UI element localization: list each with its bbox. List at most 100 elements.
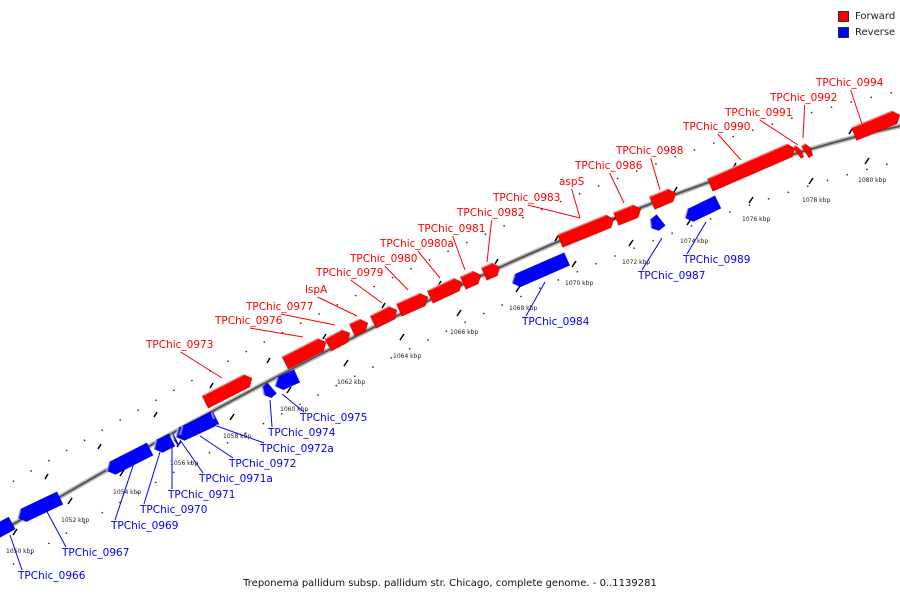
gene-TPChic_0991-label[interactable]: TPChic_0991 — [724, 107, 792, 119]
scale-tick-label: 1052 kbp — [61, 517, 89, 524]
gene-TPChic_0988-leader — [650, 157, 661, 191]
gene-TPChic_0981-leader — [452, 235, 466, 271]
gene-arrow-outline — [171, 432, 180, 447]
gene-TPChic_0972a-arrow[interactable] — [210, 411, 220, 426]
gene-TPChic_0983-label[interactable]: TPChic_0983 — [492, 192, 560, 204]
gene-arrow-outline — [201, 374, 253, 409]
gene-TPChic_0974-label[interactable]: TPChic_0974 — [267, 427, 336, 439]
gene-arrow-outline — [274, 369, 301, 391]
gene-TPChic_0982-label[interactable]: TPChic_0982 — [456, 207, 524, 219]
gene-TPChic_0992-label[interactable]: TPChic_0992 — [769, 92, 837, 104]
gene-arrow-highlight — [261, 387, 265, 396]
gene-arrow-body — [396, 293, 428, 317]
gene-arrow-outline — [0, 516, 16, 538]
gene-arrow-outline — [426, 277, 463, 304]
gene-arrow-highlight — [201, 373, 244, 397]
gene-lspA-arrow[interactable] — [348, 318, 369, 337]
gene-TPChic_0966-label[interactable]: TPChic_0966 — [17, 570, 86, 582]
gene-TPChic_0991-leader — [759, 119, 799, 146]
gene-TPChic_0975-label[interactable]: TPChic_0975 — [299, 412, 367, 424]
gene-TPChic_0979-label[interactable]: TPChic_0979 — [315, 267, 383, 279]
gene-TPChic_0971a-label[interactable]: TPChic_0971a — [198, 473, 273, 485]
gene-TPChic_0992-arrow[interactable] — [800, 142, 814, 159]
gene-TPChic_0973-label[interactable]: TPChic_0973 — [145, 339, 213, 351]
forward-track-tick — [97, 443, 102, 450]
gene-TPChic_0987-arrow[interactable] — [649, 214, 666, 232]
gene-TPChic_0984-label[interactable]: TPChic_0984 — [521, 316, 590, 328]
gene-TPChic_0967-label[interactable]: TPChic_0967 — [61, 547, 129, 559]
gene-TPChic_0987-label[interactable]: TPChic_0987 — [637, 270, 705, 282]
scale-tick — [286, 386, 292, 394]
scale-tick-label: 1056 kbp — [170, 460, 198, 467]
gene-arrow-outline — [369, 306, 398, 329]
scale-tick — [571, 260, 577, 268]
gene-TPChic_0966-arrow[interactable] — [0, 516, 16, 538]
gene-TPChic_0976-label[interactable]: TPChic_0976 — [214, 315, 283, 327]
gene-TPChic_0976-arrow[interactable] — [281, 337, 327, 370]
gene-TPChic_0987-leader — [641, 237, 663, 271]
forward-track-tick — [673, 186, 678, 193]
gene-TPChic_0990-label[interactable]: TPChic_0990 — [682, 121, 750, 133]
gene-arrow-body — [180, 413, 215, 439]
gene-TPChic_0974-arrow[interactable] — [261, 382, 278, 399]
scale-tick-label: 1070 kbp — [565, 280, 593, 287]
gene-TPChic_0972-arrow[interactable] — [179, 413, 216, 440]
gene-arrow-highlight — [324, 328, 342, 340]
gene-TPChic_0971-arrow[interactable] — [170, 432, 180, 447]
forward-track-tick — [554, 235, 559, 242]
gene-arrow-highlight — [170, 433, 175, 441]
gene-TPChic_0986-arrow[interactable] — [613, 203, 642, 226]
gene-TPChic_0977-arrow[interactable] — [324, 328, 351, 352]
gene-TPChic_0982-leader — [486, 219, 493, 263]
gene-TPChic_0989-label[interactable]: TPChic_0989 — [682, 254, 750, 266]
gene-arrow-outline — [706, 143, 796, 192]
gene-TPChic_0984-arrow[interactable] — [511, 252, 571, 288]
gene-TPChic_0980a-label[interactable]: TPChic_0980a — [379, 238, 454, 250]
scale-tick — [67, 497, 73, 505]
gene-TPChic_0988-label[interactable]: TPChic_0988 — [615, 145, 683, 157]
gene-TPChic_0991-arrow[interactable] — [792, 144, 805, 160]
scale-tick-label: 1054 kbp — [113, 489, 141, 496]
gene-TPChic_0989-arrow[interactable] — [684, 195, 722, 223]
gene-TPChic_0981-label[interactable]: TPChic_0981 — [417, 223, 485, 235]
gene-TPChic_0977-label[interactable]: TPChic_0977 — [245, 301, 313, 313]
legend: Forward Reverse — [838, 9, 895, 41]
gene-TPChic_0969-arrow[interactable] — [106, 442, 154, 475]
gene-arrow-highlight — [511, 273, 516, 284]
gene-TPChic_0980a-arrow[interactable] — [426, 277, 463, 304]
gene-TPChic_0967-arrow[interactable] — [17, 491, 64, 523]
gene-arrow-highlight — [792, 144, 797, 149]
gene-TPChic_0994-arrow[interactable] — [850, 109, 900, 141]
gene-aspS-label[interactable]: aspS — [559, 176, 585, 188]
gene-TPChic_0975-arrow[interactable] — [274, 369, 301, 391]
gene-lspA-label[interactable]: lspA — [305, 284, 328, 296]
gene-TPChic_0983-arrow[interactable] — [556, 213, 615, 248]
gene-TPChic_0986-label[interactable]: TPChic_0986 — [574, 160, 643, 172]
gene-arrow-outline — [800, 143, 814, 159]
gene-TPChic_0981-arrow[interactable] — [459, 270, 482, 290]
gene-TPChic_0992-leader — [802, 104, 806, 139]
gene-TPChic_0972a-label[interactable]: TPChic_0972a — [259, 443, 334, 455]
gene-TPChic_0980-arrow[interactable] — [395, 292, 429, 317]
gene-TPChic_0969-label[interactable]: TPChic_0969 — [110, 520, 178, 532]
gene-TPChic_0982-arrow[interactable] — [480, 262, 501, 281]
gene-TPChic_0970-arrow[interactable] — [153, 433, 176, 453]
gene-TPChic_0973-arrow[interactable] — [201, 373, 253, 409]
gene-TPChic_0988-arrow[interactable] — [648, 187, 677, 210]
gene-TPChic_0972-label[interactable]: TPChic_0972 — [228, 458, 296, 470]
gene-TPChic_0970-label[interactable]: TPChic_0970 — [139, 504, 207, 516]
gene-arrow-highlight — [684, 208, 689, 219]
gene-TPChic_0994-label[interactable]: TPChic_0994 — [815, 77, 884, 89]
gene-arrow-outline — [556, 214, 615, 248]
gene-arrow-body — [0, 516, 16, 538]
gene-arrow-outline — [649, 214, 666, 232]
forward-track-tick — [494, 258, 499, 265]
gene-arrow-outline — [684, 195, 722, 223]
gene-TPChic_0971-label[interactable]: TPChic_0971 — [167, 489, 235, 501]
gene-TPChic_0979-arrow[interactable] — [369, 305, 398, 329]
scale-tick-label: 1050 kbp — [6, 548, 34, 555]
gene-TPChic_0990-arrow[interactable] — [706, 143, 796, 192]
scale-tick-label: 1060 kbp — [280, 406, 308, 413]
gene-TPChic_0980-label[interactable]: TPChic_0980 — [349, 253, 417, 265]
gene-arrow-highlight — [179, 425, 184, 436]
